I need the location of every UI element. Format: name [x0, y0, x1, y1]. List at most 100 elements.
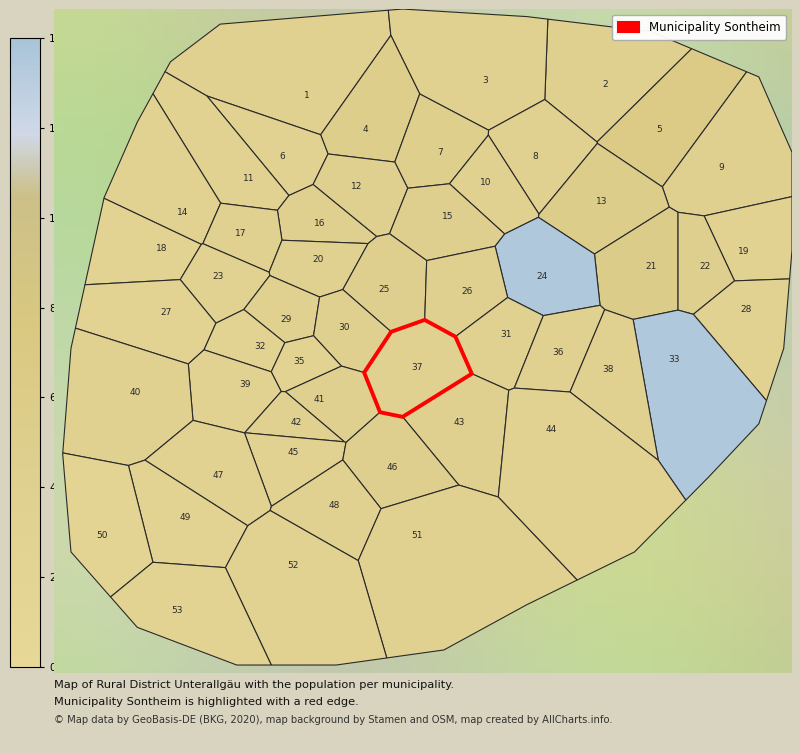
Polygon shape [203, 203, 282, 272]
Polygon shape [226, 510, 386, 665]
Polygon shape [358, 485, 577, 658]
Text: 30: 30 [338, 323, 350, 332]
Text: 6: 6 [279, 152, 285, 161]
Text: 23: 23 [213, 272, 224, 281]
Polygon shape [597, 49, 746, 187]
Text: 14: 14 [177, 208, 189, 217]
Polygon shape [450, 135, 539, 234]
Polygon shape [286, 366, 380, 443]
Text: 8: 8 [532, 152, 538, 161]
Polygon shape [388, 9, 548, 130]
Polygon shape [455, 298, 543, 391]
Polygon shape [278, 185, 377, 244]
Polygon shape [188, 350, 282, 433]
Text: 33: 33 [669, 355, 680, 364]
Polygon shape [495, 217, 600, 316]
Polygon shape [633, 310, 766, 500]
Text: 17: 17 [235, 229, 246, 238]
Legend: Municipality Sontheim: Municipality Sontheim [612, 15, 786, 40]
Text: 47: 47 [213, 470, 224, 480]
Polygon shape [570, 310, 658, 460]
Text: 20: 20 [312, 255, 324, 264]
Polygon shape [207, 96, 328, 195]
Polygon shape [694, 279, 790, 400]
Text: 36: 36 [553, 348, 564, 357]
Polygon shape [364, 320, 472, 417]
Polygon shape [75, 280, 216, 364]
Polygon shape [662, 72, 792, 216]
Text: 2: 2 [602, 80, 608, 89]
Text: 24: 24 [536, 272, 547, 281]
Text: 22: 22 [699, 262, 710, 271]
Text: 42: 42 [290, 418, 302, 427]
Polygon shape [145, 421, 271, 526]
Text: 35: 35 [293, 357, 305, 366]
Polygon shape [594, 207, 678, 320]
Polygon shape [314, 290, 391, 372]
Polygon shape [488, 100, 598, 214]
Polygon shape [62, 328, 193, 465]
Text: 32: 32 [254, 342, 266, 351]
Polygon shape [342, 234, 426, 332]
Text: 41: 41 [314, 395, 326, 404]
Text: 51: 51 [412, 531, 423, 540]
Polygon shape [245, 433, 346, 507]
Text: 7: 7 [437, 148, 442, 157]
Text: 46: 46 [387, 463, 398, 472]
Polygon shape [271, 336, 342, 391]
Polygon shape [269, 241, 368, 297]
Polygon shape [270, 460, 381, 561]
Polygon shape [321, 35, 420, 162]
Text: 19: 19 [738, 247, 750, 256]
Text: 37: 37 [412, 363, 423, 372]
Polygon shape [110, 562, 271, 665]
Text: 26: 26 [462, 287, 473, 296]
Text: 39: 39 [239, 380, 250, 389]
Polygon shape [390, 184, 505, 261]
Polygon shape [313, 154, 408, 237]
Polygon shape [394, 94, 489, 188]
Polygon shape [704, 197, 792, 281]
Text: 3: 3 [482, 76, 488, 85]
Polygon shape [85, 198, 202, 285]
Text: 38: 38 [602, 365, 614, 374]
Polygon shape [244, 275, 320, 343]
Text: 29: 29 [281, 315, 292, 324]
Text: 16: 16 [314, 219, 326, 228]
Text: 48: 48 [329, 501, 340, 510]
Text: 44: 44 [546, 425, 558, 434]
Polygon shape [343, 412, 459, 509]
Polygon shape [425, 247, 508, 337]
Text: 28: 28 [741, 305, 752, 314]
Text: 49: 49 [180, 513, 191, 523]
Polygon shape [153, 72, 289, 210]
Text: 52: 52 [287, 561, 298, 570]
Text: 12: 12 [351, 182, 362, 191]
Text: 13: 13 [596, 197, 607, 206]
Polygon shape [678, 213, 734, 314]
Text: 27: 27 [161, 308, 172, 317]
Polygon shape [402, 374, 509, 497]
Polygon shape [180, 244, 270, 323]
Polygon shape [538, 143, 670, 254]
Polygon shape [545, 19, 692, 142]
Text: 5: 5 [657, 125, 662, 134]
Polygon shape [498, 388, 686, 580]
Text: 25: 25 [378, 285, 390, 294]
Text: 40: 40 [130, 388, 142, 397]
Polygon shape [104, 93, 221, 244]
Text: 18: 18 [156, 244, 168, 253]
Polygon shape [514, 305, 605, 392]
Text: 21: 21 [646, 262, 657, 271]
Polygon shape [245, 391, 345, 442]
Polygon shape [165, 11, 391, 135]
Text: 31: 31 [500, 330, 512, 339]
Text: © Map data by GeoBasis-DE (BKG, 2020), map background by Stamen and OSM, map cre: © Map data by GeoBasis-DE (BKG, 2020), m… [54, 715, 613, 725]
Polygon shape [62, 453, 153, 597]
Text: 9: 9 [718, 163, 725, 172]
Polygon shape [204, 310, 285, 372]
Text: 10: 10 [480, 178, 491, 187]
Text: 53: 53 [171, 606, 183, 615]
Text: 1: 1 [304, 91, 310, 100]
Text: Municipality Sontheim is highlighted with a red edge.: Municipality Sontheim is highlighted wit… [54, 697, 359, 707]
